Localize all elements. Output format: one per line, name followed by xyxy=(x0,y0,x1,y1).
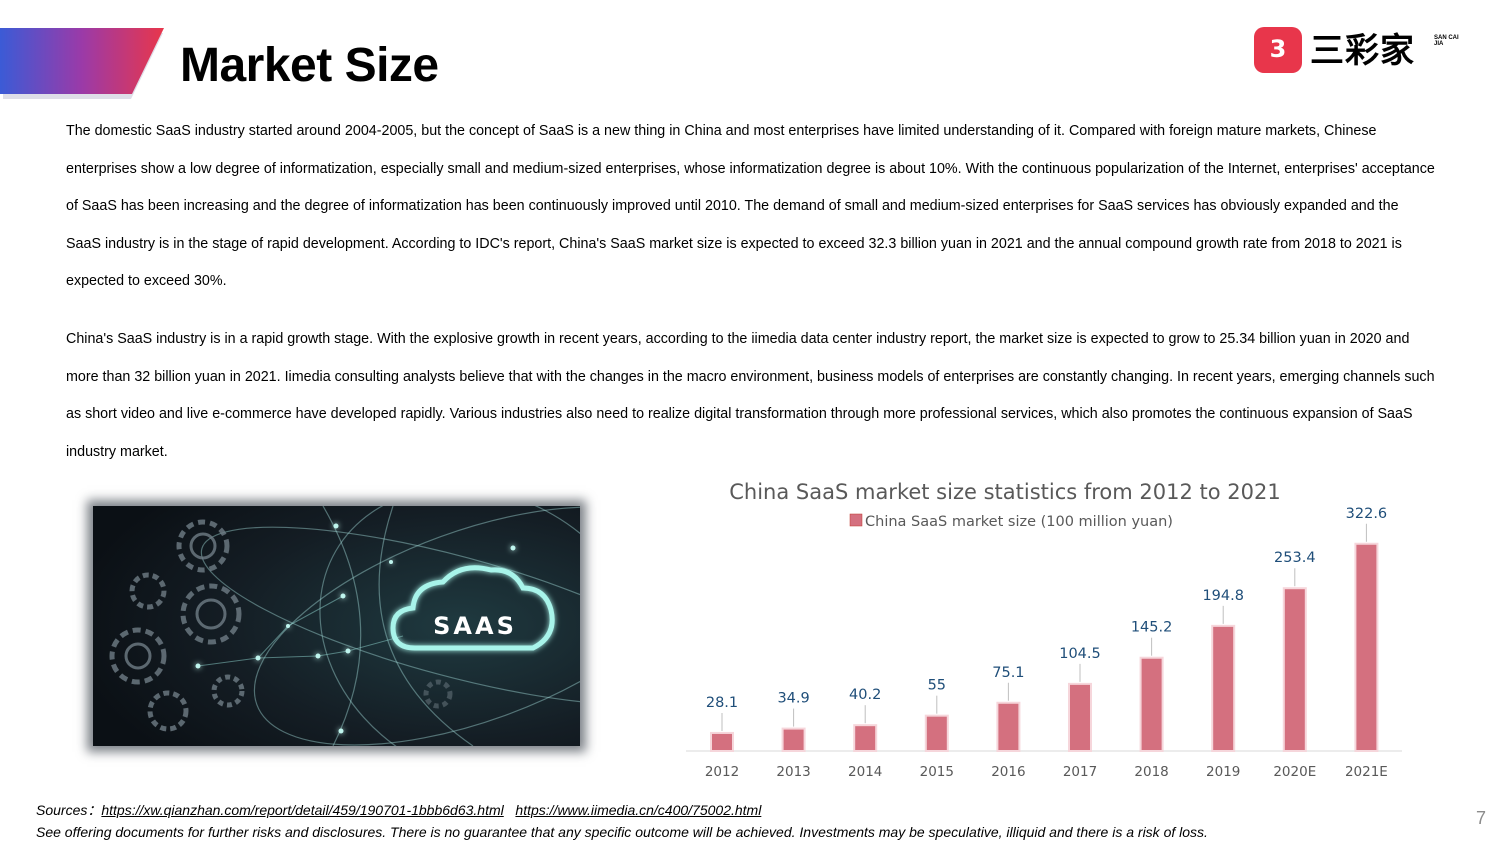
saas-cloud-gears-icon: SAAS xyxy=(93,506,580,746)
bar-2013 xyxy=(781,727,806,753)
data-label-2020E: 253.4 xyxy=(1274,550,1316,566)
page-number: 7 xyxy=(1476,808,1487,828)
x-tick-2021E: 2021E xyxy=(1345,764,1388,780)
x-tick-2014: 2014 xyxy=(848,764,882,780)
bar-2021E xyxy=(1354,542,1379,752)
saas-illustration: SAAS xyxy=(93,506,580,746)
intro-paragraph: The domestic SaaS industry started aroun… xyxy=(66,123,1435,289)
bar-2018 xyxy=(1139,656,1164,752)
logo-badge-text: 3 xyxy=(1269,35,1287,63)
legend-swatch xyxy=(849,513,863,527)
legend-label: China SaaS market size (100 million yuan… xyxy=(865,514,1173,530)
bar-2020E xyxy=(1282,587,1307,752)
disclaimer-text: See offering documents for further risks… xyxy=(36,824,1208,840)
x-tick-2020E: 2020E xyxy=(1273,764,1316,780)
data-label-2021E: 322.6 xyxy=(1346,506,1388,522)
x-tick-2018: 2018 xyxy=(1134,764,1168,780)
bar-2012 xyxy=(710,731,734,752)
logo-name: 三彩家 xyxy=(1310,31,1415,71)
company-logo: 3 三彩家 SAN CAI JIA xyxy=(1254,27,1464,75)
data-label-2019: 194.8 xyxy=(1202,588,1244,604)
market-size-bar-chart: China SaaS market size statistics from 2… xyxy=(686,480,1402,780)
x-tick-2017: 2017 xyxy=(1063,764,1097,780)
x-tick-2012: 2012 xyxy=(705,764,739,780)
data-label-2016: 75.1 xyxy=(992,665,1024,681)
sources-label: Sources： xyxy=(36,802,102,818)
chart-title: China SaaS market size statistics from 2… xyxy=(729,480,1280,504)
source-link-iimedia[interactable]: https://www.iimedia.cn/c400/75002.html xyxy=(515,802,762,818)
bar-2016 xyxy=(996,701,1021,752)
logo-subtitle: SAN CAI JIA xyxy=(1434,35,1459,47)
x-tick-2015: 2015 xyxy=(920,764,954,780)
sources-line: Sources：https://xw.qianzhan.com/report/d… xyxy=(36,800,761,820)
data-label-2013: 34.9 xyxy=(777,691,809,707)
chart-legend: China SaaS market size (100 million yuan… xyxy=(849,513,1173,530)
growth-paragraph: China's SaaS industry is in a rapid grow… xyxy=(66,331,1435,460)
data-label-2012: 28.1 xyxy=(706,695,738,711)
saas-cloud-label: SAAS xyxy=(433,612,517,640)
bar-2015 xyxy=(924,714,949,753)
page-title: Market Size xyxy=(180,39,439,92)
x-tick-2013: 2013 xyxy=(776,764,810,780)
x-tick-2019: 2019 xyxy=(1206,764,1240,780)
logo-badge-icon: 3 xyxy=(1254,27,1302,73)
data-label-2017: 104.5 xyxy=(1059,646,1101,662)
bar-2019 xyxy=(1211,624,1236,752)
bar-2014 xyxy=(853,724,878,752)
x-tick-2016: 2016 xyxy=(991,764,1025,780)
header-accent-bar xyxy=(0,28,164,99)
bar-series: 28.1 2012 34.9 2013 40.2 2014 55 2015 75.1 2016 10… xyxy=(705,506,1388,780)
bar-2017 xyxy=(1068,682,1092,752)
data-label-2014: 40.2 xyxy=(849,687,881,703)
source-link-qianzhan[interactable]: https://xw.qianzhan.com/report/detail/45… xyxy=(101,802,504,818)
data-label-2018: 145.2 xyxy=(1131,620,1173,636)
data-label-2015: 55 xyxy=(928,678,946,694)
